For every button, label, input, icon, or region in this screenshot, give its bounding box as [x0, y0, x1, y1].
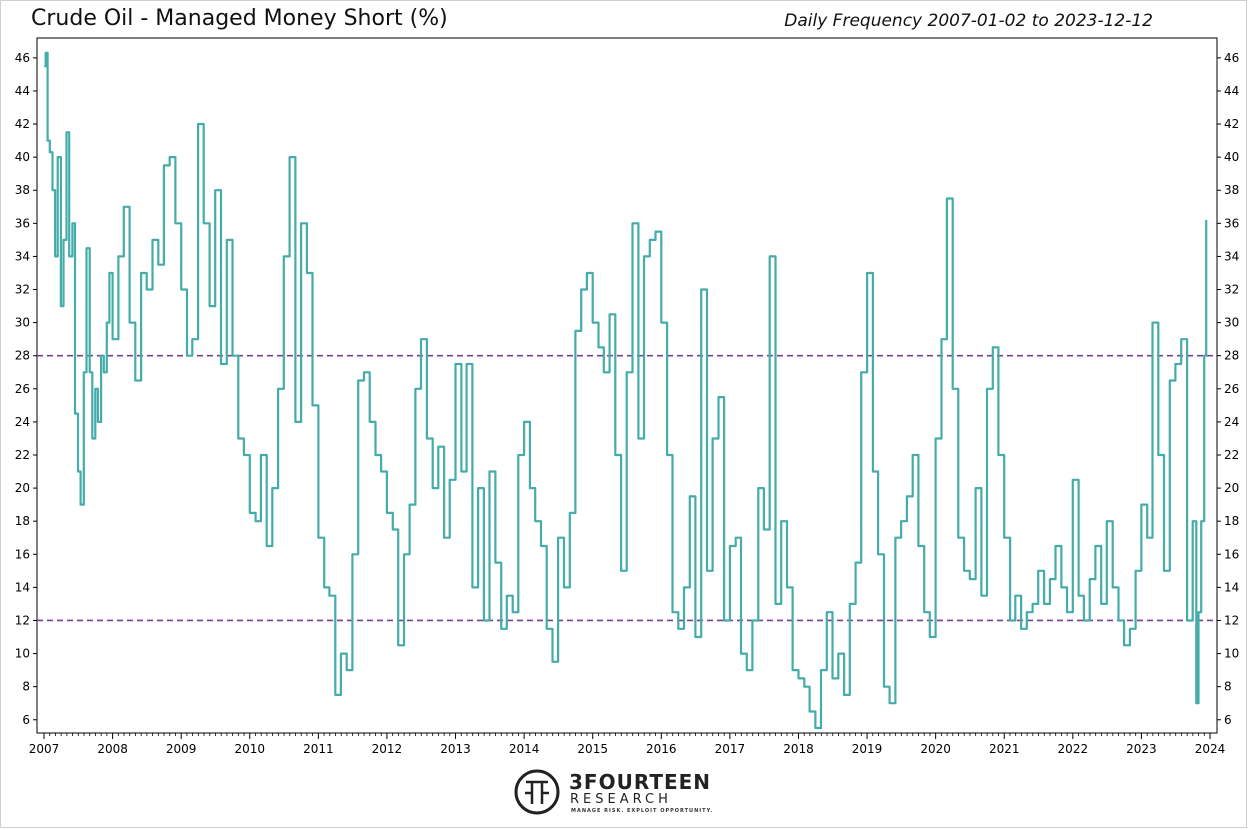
brand-logo: 3FOURTEEN RESEARCH MANAGE RISK. EXPLOIT … [513, 768, 712, 820]
x-tick-label-2016: 2016 [646, 742, 677, 756]
y-tick-label-left-34: 34 [15, 249, 30, 263]
x-axis: 2007 2008 2009 2010 2011 2012 2013 2014 2015 2016… [29, 733, 1226, 756]
y-tick-label-left-10: 10 [15, 647, 30, 661]
x-tick-label-2013: 2013 [440, 742, 471, 756]
y-tick-label-left-22: 22 [15, 448, 30, 462]
y-tick-label-right-16: 16 [1224, 547, 1239, 561]
y-tick-label-right-32: 32 [1224, 283, 1239, 297]
y-tick-label-left-24: 24 [15, 415, 30, 429]
x-tick-label-2007: 2007 [29, 742, 60, 756]
y-tick-label-left-40: 40 [15, 150, 30, 164]
y-tick-label-left-30: 30 [15, 316, 30, 330]
y-tick-label-left-38: 38 [15, 183, 30, 197]
y-tick-label-left-28: 28 [15, 349, 30, 363]
y-tick-label-left-18: 18 [15, 514, 30, 528]
x-tick-label-2009: 2009 [166, 742, 197, 756]
y-tick-label-right-14: 14 [1224, 580, 1239, 594]
y-tick-label-left-36: 36 [15, 216, 30, 230]
y-tick-label-right-38: 38 [1224, 183, 1239, 197]
y-tick-label-right-46: 46 [1224, 51, 1239, 65]
y-axis-left: 6 8 10 12 14 16 18 20 22 24 26 28 30 32 34 36 38 40 42 44 46 [15, 51, 37, 727]
x-tick-label-2008: 2008 [97, 742, 128, 756]
chart-title: Crude Oil - Managed Money Short (%) [31, 6, 448, 31]
y-tick-label-left-6: 6 [22, 713, 30, 727]
x-tick-label-2014: 2014 [509, 742, 540, 756]
x-tick-label-2021: 2021 [989, 742, 1020, 756]
y-tick-label-left-46: 46 [15, 51, 30, 65]
chart-subtitle: Daily Frequency 2007-01-02 to 2023-12-12 [784, 11, 1153, 31]
series-layer [44, 51, 1208, 730]
x-tick-label-2017: 2017 [715, 742, 746, 756]
x-tick-label-2018: 2018 [783, 742, 814, 756]
x-tick-label-2012: 2012 [372, 742, 403, 756]
y-tick-label-right-36: 36 [1224, 216, 1239, 230]
y-tick-label-right-28: 28 [1224, 349, 1239, 363]
y-tick-label-right-8: 8 [1224, 680, 1232, 694]
y-tick-label-right-12: 12 [1224, 613, 1239, 627]
x-tick-label-2020: 2020 [920, 742, 951, 756]
series-line-0 [44, 51, 1208, 730]
brand-tagline: MANAGE RISK. EXPLOIT OPPORTUNITY. [571, 808, 714, 814]
y-tick-label-right-30: 30 [1224, 316, 1239, 330]
x-tick-label-2024: 2024 [1195, 742, 1226, 756]
y-tick-label-right-26: 26 [1224, 382, 1239, 396]
y-tick-label-right-44: 44 [1224, 84, 1239, 98]
y-tick-label-right-18: 18 [1224, 514, 1239, 528]
y-axis-right: 6 8 10 12 14 16 18 20 22 24 26 28 30 32 34 36 38 40 42 44 46 [1217, 51, 1239, 727]
x-tick-label-2015: 2015 [577, 742, 608, 756]
x-tick-label-2022: 2022 [1058, 742, 1089, 756]
y-tick-label-right-10: 10 [1224, 647, 1239, 661]
y-tick-label-right-34: 34 [1224, 249, 1239, 263]
x-tick-label-2011: 2011 [303, 742, 334, 756]
y-tick-label-left-26: 26 [15, 382, 30, 396]
y-tick-label-left-12: 12 [15, 613, 30, 627]
y-tick-label-right-42: 42 [1224, 117, 1239, 131]
brand-name: 3FOURTEEN [569, 770, 712, 794]
y-tick-label-right-40: 40 [1224, 150, 1239, 164]
y-tick-label-left-8: 8 [22, 680, 30, 694]
y-tick-label-right-24: 24 [1224, 415, 1239, 429]
y-tick-label-right-6: 6 [1224, 713, 1232, 727]
y-tick-label-left-20: 20 [15, 481, 30, 495]
y-tick-label-left-44: 44 [15, 84, 30, 98]
x-tick-label-2010: 2010 [234, 742, 265, 756]
y-tick-label-right-22: 22 [1224, 448, 1239, 462]
x-tick-label-2023: 2023 [1126, 742, 1157, 756]
brand-subtitle: RESEARCH [570, 792, 672, 807]
x-tick-label-2019: 2019 [852, 742, 883, 756]
y-tick-label-left-14: 14 [15, 580, 30, 594]
y-tick-label-left-42: 42 [15, 117, 30, 131]
y-tick-label-left-16: 16 [15, 547, 30, 561]
y-tick-label-right-20: 20 [1224, 481, 1239, 495]
y-tick-label-left-32: 32 [15, 283, 30, 297]
pi-logo-icon [514, 769, 560, 815]
